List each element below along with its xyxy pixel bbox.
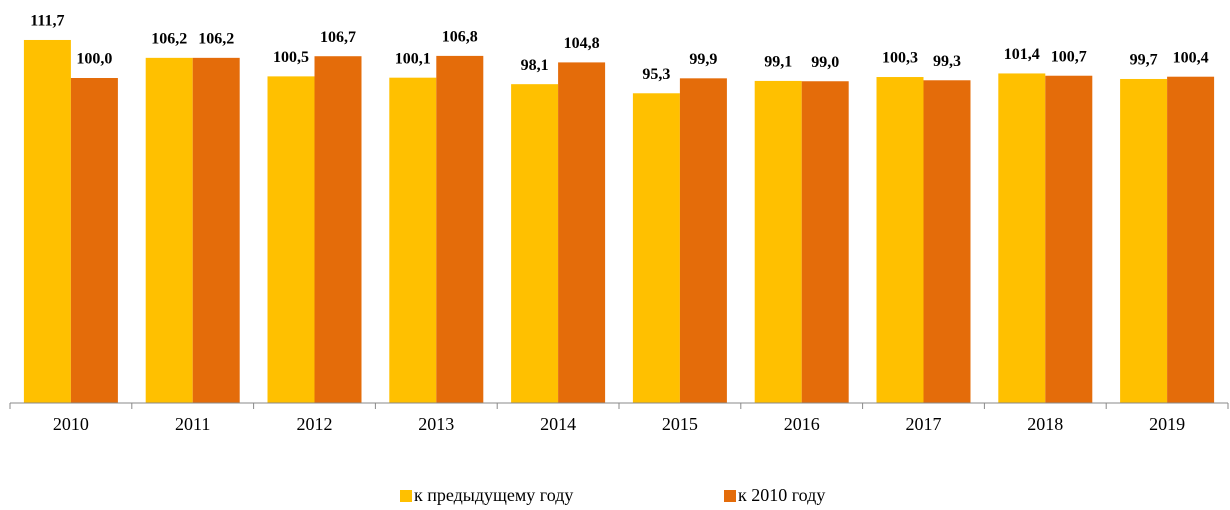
value-label: 104,8 bbox=[564, 35, 600, 52]
x-tick-label: 2014 bbox=[540, 414, 576, 434]
x-tick-label: 2016 bbox=[784, 414, 820, 434]
bar bbox=[558, 62, 606, 404]
bar bbox=[436, 55, 484, 404]
bar bbox=[923, 80, 971, 404]
bar bbox=[70, 78, 118, 403]
legend-label: к 2010 году bbox=[738, 485, 825, 505]
x-tick-label: 2013 bbox=[418, 414, 454, 434]
x-tick-label: 2018 bbox=[1027, 414, 1063, 434]
bar bbox=[801, 81, 849, 403]
x-tick-label: 2015 bbox=[662, 414, 698, 434]
bar bbox=[23, 39, 71, 403]
x-tick-label: 2012 bbox=[297, 414, 333, 434]
value-label: 106,7 bbox=[320, 29, 356, 46]
bar bbox=[1167, 76, 1215, 403]
value-label: 106,8 bbox=[442, 29, 478, 46]
bar bbox=[1120, 78, 1168, 403]
value-label: 100,3 bbox=[882, 50, 918, 67]
bar bbox=[754, 80, 802, 404]
x-tick-label: 2011 bbox=[175, 414, 210, 434]
x-tick-label: 2019 bbox=[1149, 414, 1185, 434]
legend-swatch bbox=[400, 490, 412, 502]
value-label: 99,3 bbox=[933, 53, 961, 70]
value-label: 106,2 bbox=[198, 31, 234, 48]
value-label: 100,4 bbox=[1173, 49, 1209, 66]
value-label: 95,3 bbox=[642, 66, 670, 83]
x-tick-label: 2010 bbox=[53, 414, 89, 434]
bar bbox=[145, 57, 193, 403]
x-tick-label: 2017 bbox=[906, 414, 942, 434]
value-label: 101,4 bbox=[1004, 46, 1040, 63]
bar bbox=[511, 84, 559, 404]
bar bbox=[632, 93, 680, 404]
bar bbox=[998, 73, 1046, 403]
value-label: 106,2 bbox=[151, 31, 187, 48]
bar bbox=[314, 56, 362, 403]
value-label: 100,1 bbox=[395, 50, 431, 67]
value-label: 99,9 bbox=[689, 51, 717, 68]
value-label: 99,0 bbox=[811, 54, 839, 71]
value-label: 100,5 bbox=[273, 49, 309, 66]
bar bbox=[267, 76, 315, 403]
value-label: 100,0 bbox=[76, 51, 112, 68]
value-label: 99,1 bbox=[764, 54, 792, 71]
bar bbox=[679, 78, 727, 403]
value-label: 111,7 bbox=[30, 13, 64, 30]
value-label: 100,7 bbox=[1051, 48, 1087, 65]
legend-label: к предыдущему году bbox=[414, 485, 573, 505]
bar bbox=[876, 77, 924, 404]
bar bbox=[389, 77, 437, 404]
value-label: 98,1 bbox=[521, 57, 549, 74]
bar bbox=[192, 57, 240, 403]
bar bbox=[1045, 75, 1093, 403]
legend-swatch bbox=[724, 490, 736, 502]
value-label: 99,7 bbox=[1130, 52, 1158, 69]
